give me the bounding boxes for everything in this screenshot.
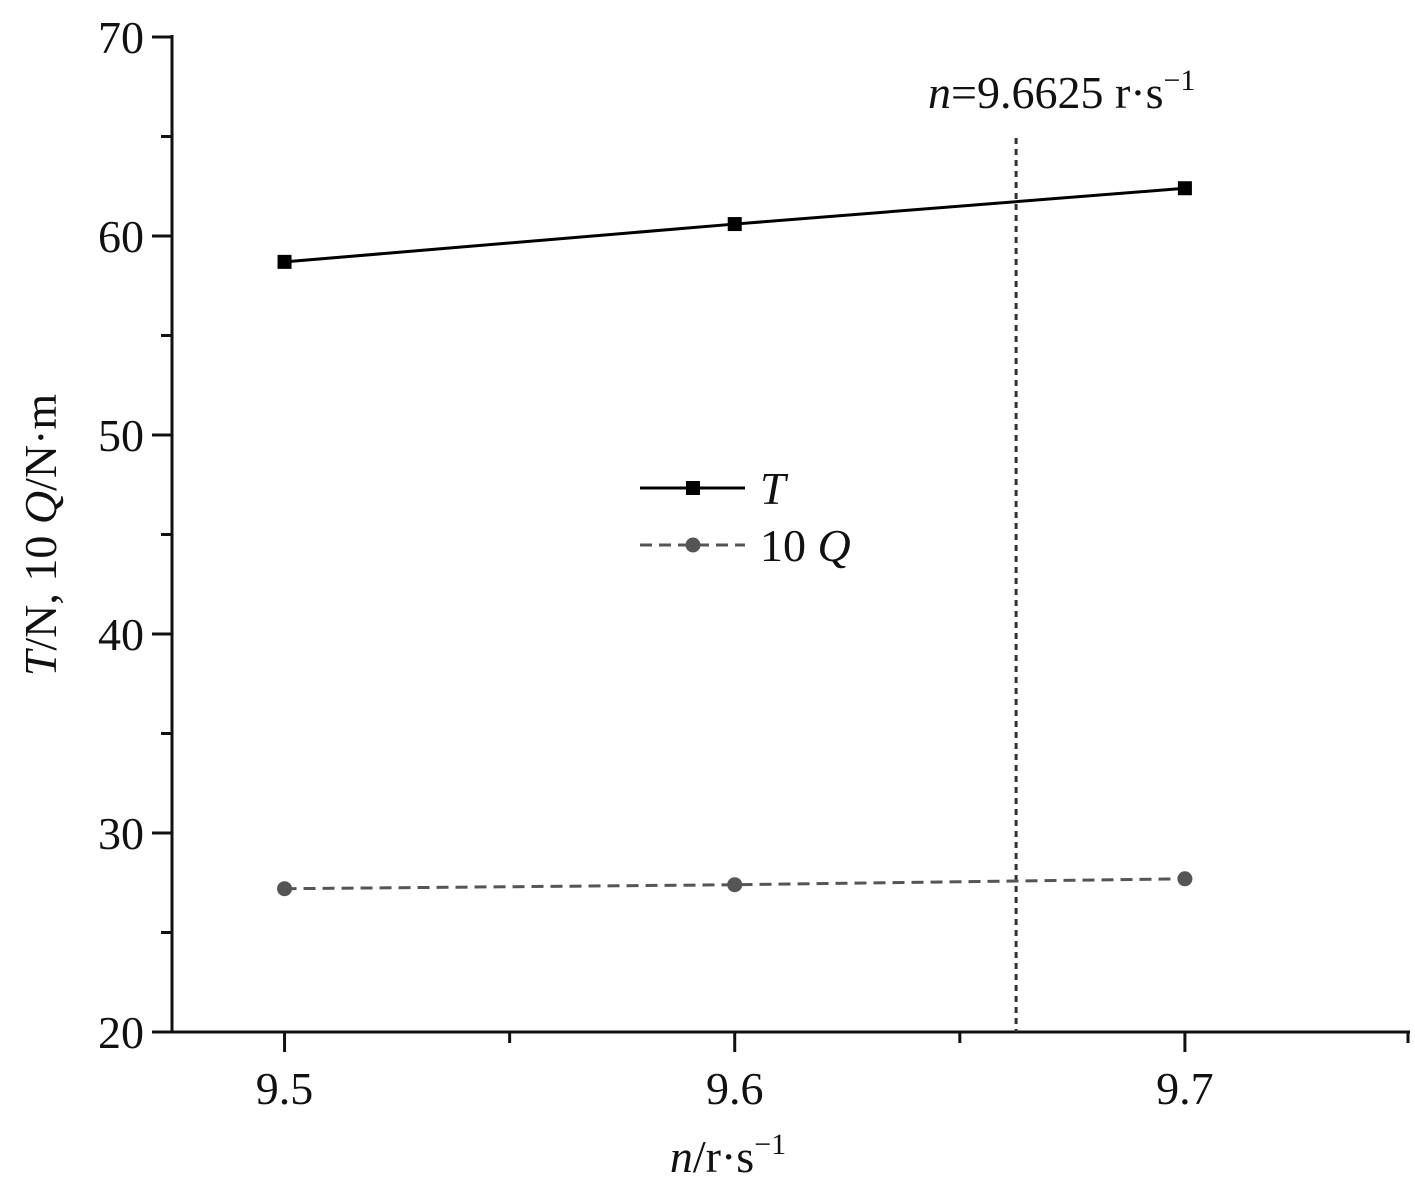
series-10Q [277,871,1193,897]
reference-line-label-var: n [928,67,951,118]
legend: T 10 Q [640,463,851,571]
y-tick-label: 70 [98,12,144,63]
x-axis-title: n/r·s−1 [670,1128,786,1182]
x-tick-label: 9.7 [1156,1063,1214,1114]
legend-label-var: Q [818,520,851,571]
reference-line-label-sup: −1 [1163,64,1195,97]
x-axis-title-var: n [670,1131,693,1182]
series-line [284,877,1185,891]
data-point [277,881,293,897]
data-point [277,254,292,269]
data-point [1177,181,1192,196]
y-tick-label: 20 [98,1007,144,1058]
y-axis-title: T/N, 10 Q/N·m [15,394,66,677]
legend-marker [685,537,701,553]
series-T [277,181,1192,269]
x-tick-label: 9.5 [256,1063,314,1114]
x-axis-title-sup: −1 [754,1128,786,1161]
y-tick-label: 40 [98,609,144,660]
y-axis-title-var1: T [15,647,66,676]
y-axis-title-unit1: /N, 10 [15,524,66,651]
legend-label: 10 Q [760,520,851,571]
x-tick-label: 9.6 [706,1063,764,1114]
x-axis-title-unit: /r·s [693,1131,754,1182]
y-axis-title-var2: Q [15,491,66,524]
ticks: 20 30 40 50 60 70 9.5 9.6 9.7 [98,12,1410,1114]
reference-line-label-value: =9.6625 r·s [951,67,1163,118]
data-point [1177,871,1193,887]
legend-label-var: T [760,463,789,514]
y-tick-label: 50 [98,410,144,461]
legend-label-prefix: 10 [760,520,818,571]
y-axis-title-unit2: /N·m [15,394,66,491]
reference-line-label: n=9.6625 r·s−1 [928,64,1195,118]
data-point [727,217,742,232]
y-tick-label: 60 [98,211,144,262]
series [277,181,1193,897]
y-tick-label: 30 [98,808,144,859]
legend-label: T [760,463,789,514]
data-point [727,877,743,893]
legend-marker [686,481,700,495]
reference-line-group: n=9.6625 r·s−1 [928,64,1195,1032]
